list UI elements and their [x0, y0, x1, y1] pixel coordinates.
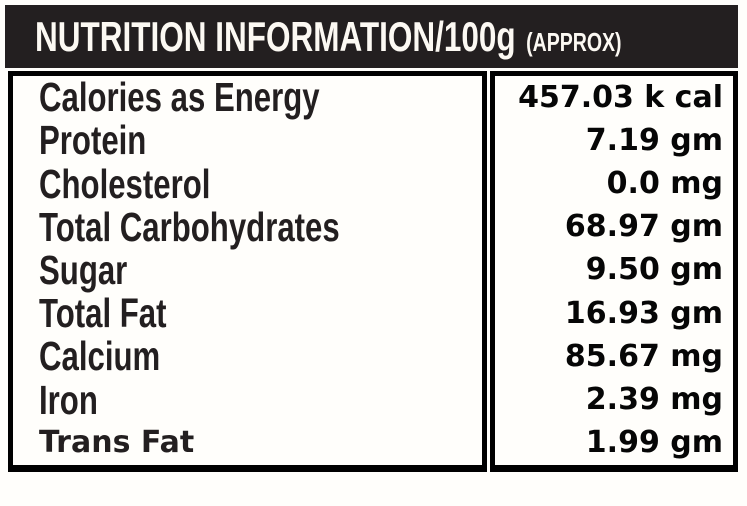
- page-title: NUTRITION INFORMATION/100g: [35, 12, 516, 60]
- nutrient-row-label: Iron: [13, 379, 482, 422]
- nutrient-row-label: Sugar: [13, 249, 482, 292]
- nutrient-amount: 457.03 k cal: [518, 79, 723, 115]
- nutrient-row-label: Calories as Energy: [13, 76, 482, 119]
- nutrient-row-value: 16.93 gm: [495, 292, 733, 335]
- nutrient-row-label: Calcium: [13, 335, 482, 378]
- title-bar: NUTRITION INFORMATION/100g (APPROX): [5, 5, 738, 68]
- nutrient-row-value: 0.0 mg: [495, 162, 733, 205]
- nutrient-values-column: 457.03 k cal 7.19 gm 0.0 mg 68.97 gm 9.5…: [490, 71, 738, 472]
- nutrient-amount: 2.39 mg: [585, 382, 723, 418]
- nutrient-amount: 7.19 gm: [585, 122, 723, 158]
- nutrient-amount: 1.99 gm: [585, 425, 723, 461]
- nutrient-row-label: Protein: [13, 119, 482, 162]
- nutrient-row-value: 85.67 mg: [495, 335, 733, 378]
- nutrient-names-column: Calories as Energy Protein Cholesterol T…: [8, 71, 487, 472]
- nutrient-name: Sugar: [39, 246, 128, 293]
- nutrient-row-label: Total Carbohydrates: [13, 206, 482, 249]
- nutrient-row-value: 9.50 gm: [495, 249, 733, 292]
- nutrient-row-value: 457.03 k cal: [495, 76, 733, 119]
- nutrient-name: Total Fat: [39, 290, 167, 337]
- approx-note: (APPROX): [526, 26, 622, 57]
- nutrient-name: Calcium: [39, 333, 161, 380]
- nutrient-row-label: Trans Fat: [13, 422, 482, 465]
- nutrient-name: Calories as Energy: [39, 74, 320, 121]
- nutrient-row-value: 2.39 mg: [495, 379, 733, 422]
- nutrient-row-value: 1.99 gm: [495, 422, 733, 465]
- nutrient-amount: 0.0 mg: [606, 166, 723, 202]
- nutrient-name: Iron: [39, 376, 98, 423]
- nutrient-name: Total Carbohydrates: [39, 203, 340, 250]
- nutrient-row-value: 68.97 gm: [495, 206, 733, 249]
- nutrient-row-label: Total Fat: [13, 292, 482, 335]
- nutrient-amount: 9.50 gm: [585, 252, 723, 288]
- nutrient-row-value: 7.19 gm: [495, 119, 733, 162]
- title-bar-text: NUTRITION INFORMATION/100g (APPROX): [35, 13, 622, 61]
- nutrient-name: Trans Fat: [39, 425, 195, 461]
- nutrient-row-label: Cholesterol: [13, 162, 482, 205]
- nutrient-amount: 85.67 mg: [564, 338, 723, 374]
- nutrient-amount: 68.97 gm: [564, 209, 723, 245]
- nutrient-name: Protein: [39, 117, 147, 164]
- nutrient-amount: 16.93 gm: [564, 295, 723, 331]
- nutrient-name: Cholesterol: [39, 160, 211, 207]
